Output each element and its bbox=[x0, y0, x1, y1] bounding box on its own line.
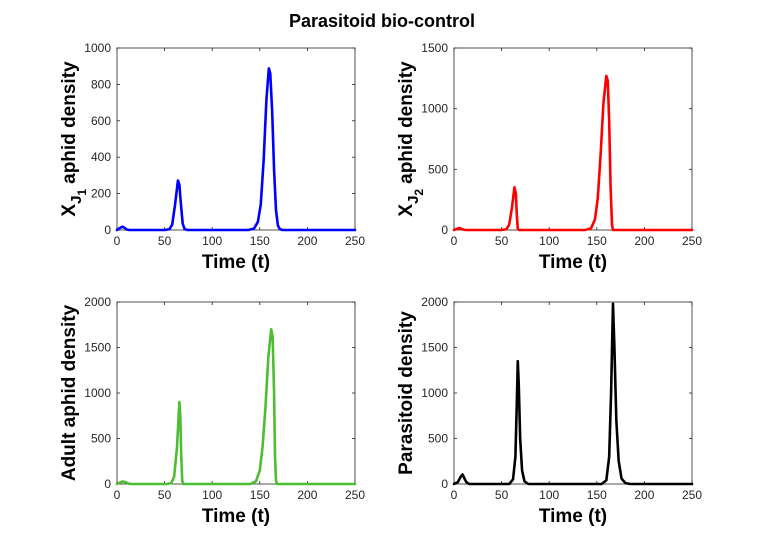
x-tick-label: 150 bbox=[250, 488, 270, 502]
y-axis-label: Adult aphid density bbox=[59, 304, 80, 481]
y-tick-label: 2000 bbox=[84, 295, 111, 309]
x-axis-label: Time (t) bbox=[539, 506, 607, 527]
y-axis-label-main: X bbox=[396, 204, 417, 217]
series-line-juvenile-1 bbox=[115, 67, 357, 232]
x-axis-label: Time (t) bbox=[202, 252, 270, 273]
y-tick-label: 500 bbox=[428, 162, 448, 176]
y-tick-label: 800 bbox=[91, 77, 111, 91]
series-line-adult bbox=[115, 328, 357, 486]
y-tick-label: 500 bbox=[91, 432, 111, 446]
series-line-juvenile-2 bbox=[452, 74, 694, 232]
x-tick-label: 200 bbox=[297, 234, 317, 248]
x-tick-label: 250 bbox=[345, 488, 365, 502]
x-tick-label: 150 bbox=[250, 234, 270, 248]
x-tick-label: 100 bbox=[539, 488, 559, 502]
y-tick-label: 0 bbox=[441, 223, 448, 237]
y-axis-label: Parasitoid density bbox=[396, 311, 417, 475]
x-tick-label: 150 bbox=[587, 234, 607, 248]
plot-parasitoid: 0 50 100 150 200 250 0 500 1000 1500 2000 Time (t) P… bbox=[396, 295, 702, 527]
y-axis-label-subsub: 2 bbox=[412, 189, 426, 196]
y-axis-label-main: X bbox=[59, 204, 80, 217]
y-axis-label-rest: aphid density bbox=[396, 61, 417, 184]
y-tick-label: 500 bbox=[428, 432, 448, 446]
y-axis-label: XJ2 aphid density bbox=[396, 61, 426, 217]
x-tick-label: 0 bbox=[451, 234, 458, 248]
x-axis-label: Time (t) bbox=[202, 506, 270, 527]
y-tick-label: 1500 bbox=[84, 341, 111, 355]
x-tick-label: 200 bbox=[634, 234, 654, 248]
y-axis-label-subsub: 1 bbox=[75, 189, 89, 196]
y-tick-label: 200 bbox=[91, 187, 111, 201]
y-tick-label: 1000 bbox=[421, 102, 448, 116]
x-tick-label: 0 bbox=[114, 488, 121, 502]
y-tick-label: 1000 bbox=[84, 386, 111, 400]
x-tick-label: 0 bbox=[451, 488, 458, 502]
x-tick-label: 50 bbox=[495, 488, 509, 502]
x-tick-label: 200 bbox=[634, 488, 654, 502]
y-tick-label: 0 bbox=[441, 477, 448, 491]
x-tick-label: 50 bbox=[158, 488, 172, 502]
x-tick-label: 250 bbox=[345, 234, 365, 248]
x-tick-label: 150 bbox=[587, 488, 607, 502]
x-tick-label: 250 bbox=[682, 488, 702, 502]
y-axis-label-rest: aphid density bbox=[59, 61, 80, 184]
series-line-parasitoid bbox=[452, 302, 694, 486]
y-tick-label: 1500 bbox=[421, 41, 448, 55]
plot-adult: 0 50 100 150 200 250 0 500 1000 1500 2000 Time (t) A… bbox=[59, 295, 365, 527]
x-tick-label: 100 bbox=[202, 234, 222, 248]
figure-title: Parasitoid bio-control bbox=[289, 11, 475, 31]
y-axis-label-sub: J bbox=[405, 196, 422, 204]
y-tick-label: 1500 bbox=[421, 341, 448, 355]
y-tick-label: 2000 bbox=[421, 295, 448, 309]
x-tick-label: 100 bbox=[539, 234, 559, 248]
y-tick-label: 0 bbox=[104, 477, 111, 491]
plot-juvenile-1: 0 50 100 150 200 250 0 200 400 600 800 1000 Time (t)… bbox=[59, 41, 365, 273]
x-tick-label: 100 bbox=[202, 488, 222, 502]
x-tick-label: 50 bbox=[495, 234, 509, 248]
x-tick-label: 250 bbox=[682, 234, 702, 248]
plot-juvenile-2: 0 50 100 150 200 250 0 500 1000 1500 Time (t) XJ2 ap… bbox=[396, 41, 702, 273]
y-axis-label: XJ1 aphid density bbox=[59, 61, 89, 217]
y-tick-label: 400 bbox=[91, 150, 111, 164]
y-tick-label: 600 bbox=[91, 114, 111, 128]
y-axis-label-sub: J bbox=[68, 196, 85, 204]
x-axis-label: Time (t) bbox=[539, 252, 607, 273]
x-tick-label: 0 bbox=[114, 234, 121, 248]
x-tick-label: 200 bbox=[297, 488, 317, 502]
y-tick-label: 1000 bbox=[84, 41, 111, 55]
y-tick-label: 1000 bbox=[421, 386, 448, 400]
y-tick-label: 0 bbox=[104, 223, 111, 237]
x-tick-label: 50 bbox=[158, 234, 172, 248]
